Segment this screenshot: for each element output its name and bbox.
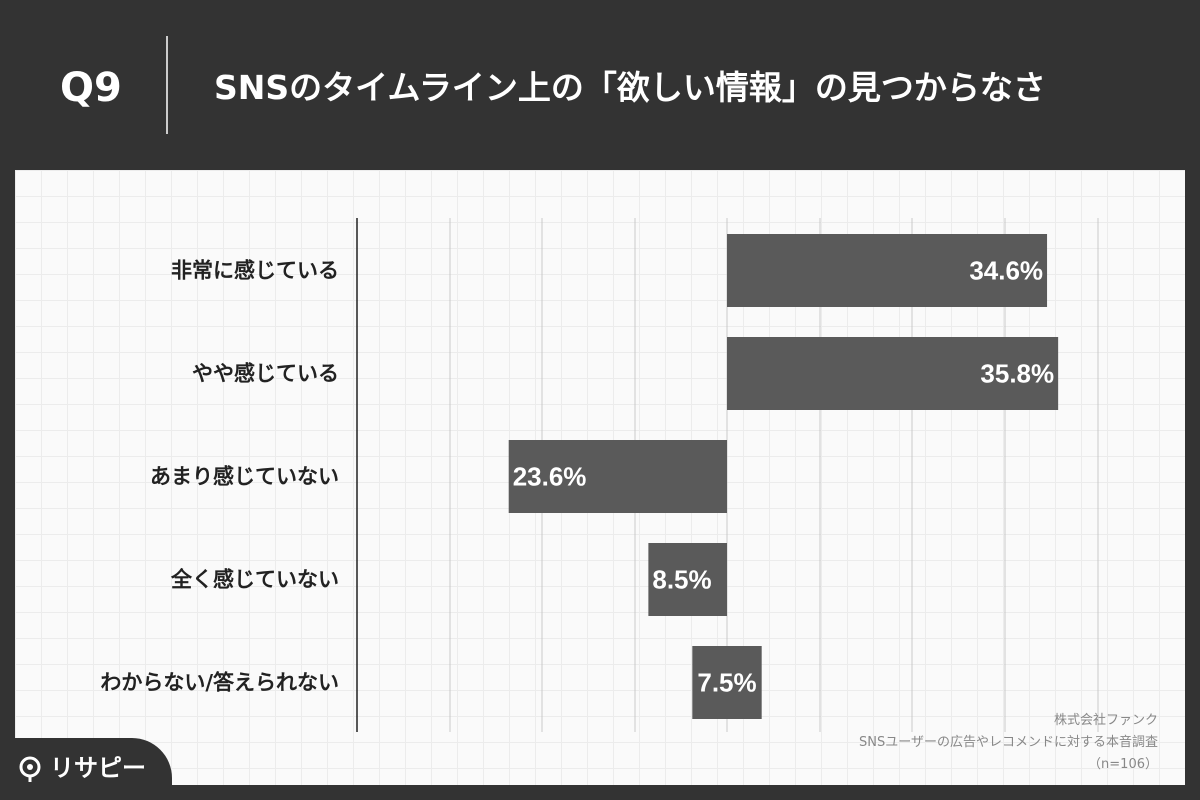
data-label: 35.8% (980, 359, 1054, 389)
data-label: 7.5% (697, 668, 756, 698)
chart-card: 非常に感じている 34.6% やや感じている 35.8% あまり感じていない 23.6% 全… (15, 170, 1185, 785)
bar (727, 234, 1048, 307)
source-sample: （n=106） (1088, 757, 1158, 772)
header-divider (166, 36, 168, 134)
bar (648, 543, 727, 616)
category-label: わからない/答えられない (100, 671, 339, 695)
category-label: あまり感じていない (150, 465, 339, 489)
data-label: 8.5% (652, 565, 711, 595)
brand-name: リサピー (50, 754, 146, 782)
header: Q9 SNSのタイムライン上の「欲しい情報」の見つからなさ (0, 0, 1200, 170)
source-note: 株式会社ファンク SNSユーザーの広告やレコメンドに対する本音調査 （n=106… (859, 710, 1158, 776)
bar (692, 646, 762, 719)
data-label: 34.6% (969, 256, 1043, 286)
brand-logo: リサピー (0, 738, 172, 800)
data-label: 23.6% (513, 462, 587, 492)
category-label: やや感じている (192, 362, 339, 386)
category-label: 全く感じていない (170, 568, 339, 592)
bar-chart: 非常に感じている 34.6% やや感じている 35.8% あまり感じていない 23.6% 全… (100, 218, 1099, 732)
bar (727, 337, 1059, 410)
bar (508, 440, 727, 513)
pin-icon (19, 756, 41, 782)
category-label: 非常に感じている (171, 259, 339, 283)
source-survey: SNSユーザーの広告やレコメンドに対する本音調査 (859, 735, 1158, 750)
chart-title: SNSのタイムライン上の「欲しい情報」の見つからなさ (214, 68, 1046, 107)
question-number: Q9 (60, 65, 122, 111)
source-company: 株式会社ファンク (1053, 713, 1158, 728)
